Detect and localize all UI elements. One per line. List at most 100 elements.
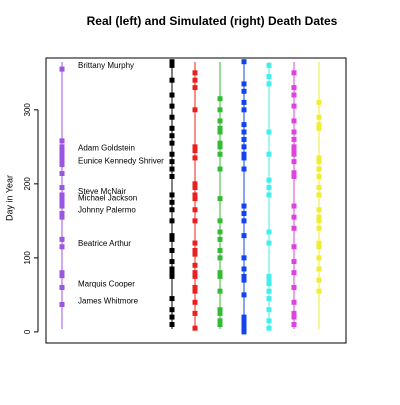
point <box>169 166 175 172</box>
point <box>192 155 198 161</box>
point <box>59 199 65 205</box>
point <box>192 299 198 305</box>
point <box>291 310 297 316</box>
point <box>266 296 272 302</box>
point <box>266 277 272 283</box>
point <box>291 203 297 209</box>
point <box>59 170 65 176</box>
point <box>266 185 272 191</box>
point <box>59 273 65 279</box>
point <box>291 144 297 150</box>
point <box>169 314 175 320</box>
point <box>241 122 247 128</box>
point <box>192 247 198 253</box>
point <box>169 173 175 179</box>
point <box>217 318 223 324</box>
point <box>241 233 247 239</box>
point <box>241 151 247 157</box>
point <box>59 196 65 202</box>
point <box>169 321 175 327</box>
point <box>192 251 198 257</box>
point <box>217 310 223 316</box>
point <box>192 192 198 198</box>
point <box>291 70 297 76</box>
annotation: Adam Goldstein <box>78 143 135 152</box>
point <box>266 281 272 287</box>
point <box>316 240 322 246</box>
point <box>291 136 297 142</box>
y-tick-label: 0 <box>23 329 32 334</box>
y-tick-label: 200 <box>23 177 32 191</box>
point <box>241 318 247 324</box>
point <box>217 229 223 235</box>
annotation: James Whitmore <box>78 297 139 306</box>
point <box>59 185 65 191</box>
point <box>241 155 247 161</box>
point <box>266 62 272 68</box>
point <box>266 240 272 246</box>
point <box>169 236 175 242</box>
point <box>169 199 175 205</box>
point <box>291 259 297 265</box>
point <box>291 129 297 135</box>
point <box>241 210 247 216</box>
point <box>217 140 223 146</box>
point <box>192 181 198 187</box>
point <box>59 192 65 198</box>
annotation: Beatrice Arthur <box>78 239 131 248</box>
point <box>217 288 223 294</box>
point <box>316 155 322 161</box>
point <box>192 207 198 213</box>
point <box>266 192 272 198</box>
point <box>291 299 297 305</box>
point <box>291 321 297 327</box>
point <box>169 59 175 65</box>
point <box>59 284 65 290</box>
plot-box <box>45 57 347 344</box>
point <box>217 270 223 276</box>
point <box>241 218 247 224</box>
point <box>169 218 175 224</box>
point <box>241 81 247 87</box>
point <box>266 151 272 157</box>
point <box>169 273 175 279</box>
point <box>266 307 272 313</box>
point <box>316 122 322 128</box>
point <box>169 270 175 276</box>
annotation: Johnny Palermo <box>78 206 136 215</box>
point <box>59 236 65 242</box>
point <box>291 284 297 290</box>
point <box>217 118 223 124</box>
point <box>217 255 223 261</box>
point <box>316 214 322 220</box>
point <box>169 192 175 198</box>
point <box>241 136 247 142</box>
point <box>291 159 297 165</box>
point <box>241 107 247 113</box>
point <box>316 207 322 213</box>
point <box>192 310 198 316</box>
point <box>169 307 175 313</box>
y-axis-label: Day in Year <box>4 175 14 221</box>
point <box>59 203 65 209</box>
point <box>316 266 322 272</box>
point <box>266 318 272 324</box>
point <box>192 325 198 331</box>
point <box>217 247 223 253</box>
point <box>266 129 272 135</box>
point <box>192 218 198 224</box>
point <box>217 218 223 224</box>
point <box>192 240 198 246</box>
point <box>291 173 297 179</box>
point <box>59 210 65 216</box>
point <box>291 103 297 109</box>
y-tick-label: 100 <box>23 251 32 265</box>
point <box>169 125 175 131</box>
point <box>266 81 272 87</box>
point <box>266 325 272 331</box>
point <box>169 151 175 157</box>
point <box>169 140 175 146</box>
point <box>169 133 175 139</box>
point <box>316 288 322 294</box>
